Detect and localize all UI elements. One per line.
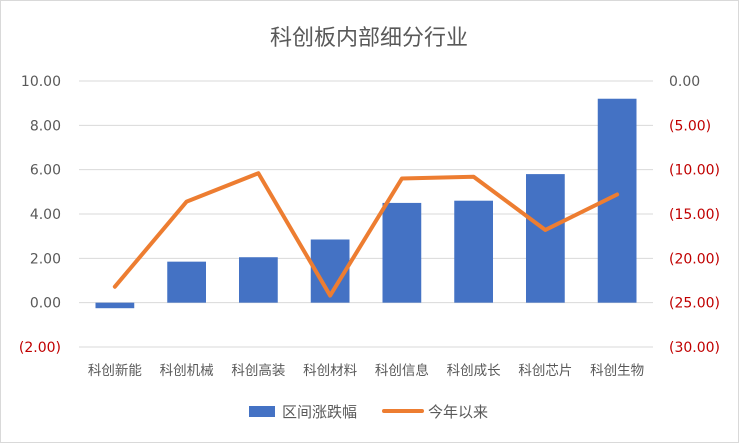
left-tick-label: (2.00) [19, 340, 61, 356]
legend-label: 区间涨跌幅 [282, 403, 357, 421]
left-tick-label: 8.00 [30, 118, 61, 134]
legend-label: 今年以来 [428, 403, 488, 421]
bar [167, 261, 206, 303]
category-label: 科创机械 [160, 363, 214, 379]
left-tick-label: 4.00 [30, 207, 61, 223]
category-label: 科创新能 [88, 363, 142, 379]
right-tick-label: (10.00) [669, 163, 720, 179]
right-tick-label: 0.00 [669, 74, 700, 90]
series-line [112, 171, 620, 298]
left-tick-label: 0.00 [30, 296, 61, 312]
left-tick-label: 2.00 [30, 251, 61, 267]
category-label: 科创信息 [375, 362, 429, 379]
gridlines [79, 80, 653, 348]
legend-bar-swatch [249, 406, 275, 417]
right-tick-label: (20.00) [669, 251, 720, 267]
category-label: 科创高装 [231, 362, 285, 379]
bar [382, 202, 422, 303]
right-tick-label: (25.00) [669, 296, 720, 312]
category-labels: 科创新能 科创机械 科创高装 科创材料 科创信息 科创成长 科创芯片 科创生物 [88, 362, 644, 379]
legend: 区间涨跌幅 今年以来 [249, 403, 488, 421]
bar [454, 200, 493, 303]
category-label: 科创材料 [303, 363, 357, 379]
chart-title: 科创板内部细分行业 [270, 26, 468, 51]
right-axis-ticks: (30.00) (25.00) (20.00) (15.00) (10.00) (5.00… [669, 74, 720, 356]
line-series [112, 171, 620, 298]
bar [95, 302, 135, 309]
bar [526, 174, 565, 303]
left-tick-label: 10.00 [21, 74, 61, 90]
left-axis-ticks: (2.00) 0.00 2.00 4.00 6.00 8.00 10.00 [19, 74, 61, 356]
bar-series [95, 98, 637, 309]
left-tick-label: 6.00 [30, 163, 61, 179]
category-label: 科创成长 [447, 363, 501, 379]
category-label: 科创芯片 [518, 363, 572, 379]
right-tick-label: (5.00) [669, 118, 711, 134]
right-tick-label: (30.00) [669, 340, 720, 356]
bar [239, 257, 278, 303]
category-label: 科创生物 [590, 363, 644, 379]
right-tick-label: (15.00) [669, 207, 720, 223]
